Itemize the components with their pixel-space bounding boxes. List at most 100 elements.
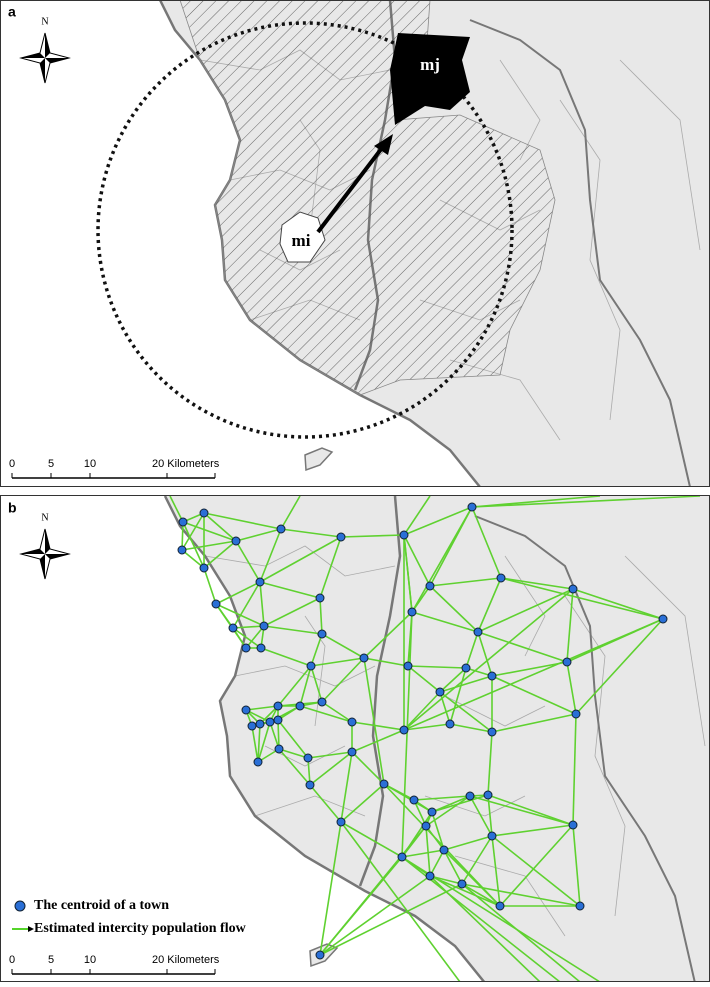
flow-line xyxy=(491,835,581,907)
town-centroid xyxy=(421,821,431,831)
town-centroid xyxy=(315,950,325,960)
town-centroid xyxy=(231,536,241,546)
flow-line xyxy=(425,795,471,827)
flow-line xyxy=(403,534,431,587)
flow-line xyxy=(575,618,664,715)
town-centroid xyxy=(178,517,188,527)
flow-line xyxy=(403,691,441,731)
north-label: N xyxy=(41,16,48,27)
flow-line xyxy=(215,581,261,605)
town-centroid xyxy=(465,791,475,801)
flow-line xyxy=(245,705,279,711)
flow-line xyxy=(259,581,321,599)
flow-line xyxy=(277,719,280,750)
flow-line xyxy=(443,849,463,885)
flow-line xyxy=(203,512,282,530)
flow-line xyxy=(259,536,342,583)
flow-line xyxy=(439,675,493,693)
flow-line xyxy=(321,701,353,723)
flow-line xyxy=(491,835,501,907)
flow-line xyxy=(203,567,217,605)
flow-line xyxy=(407,665,467,669)
town-centroid xyxy=(315,593,325,603)
town-centroid xyxy=(487,671,497,681)
flow-line xyxy=(235,528,282,542)
flow-line xyxy=(429,585,479,633)
flow-line xyxy=(319,821,342,956)
town-centroid xyxy=(305,780,315,790)
flow-line xyxy=(310,657,365,667)
flow-line xyxy=(263,597,321,627)
town-centroid xyxy=(575,901,585,911)
panel-label: a xyxy=(8,4,16,20)
flow-line xyxy=(309,784,342,823)
town-centroid xyxy=(435,687,445,697)
town-centroid xyxy=(255,577,265,587)
flow-line xyxy=(319,825,427,956)
town-centroid xyxy=(274,744,284,754)
scale-label: 20 Kilometers xyxy=(152,458,220,470)
flow-line xyxy=(319,875,431,956)
flow-line xyxy=(182,521,237,542)
flow-line xyxy=(477,577,502,633)
scale-label: 0 xyxy=(9,458,15,470)
flow-line xyxy=(278,748,311,786)
flow-line xyxy=(182,521,205,569)
town-centroid xyxy=(445,719,455,729)
flow-line xyxy=(251,725,259,763)
flow-line xyxy=(401,856,601,982)
flow-line xyxy=(439,667,467,693)
flow-line xyxy=(429,875,541,982)
flow-line xyxy=(411,506,473,613)
town-centroid xyxy=(228,623,238,633)
compass xyxy=(21,529,69,579)
flow-line xyxy=(477,631,493,677)
flow-network xyxy=(169,495,701,982)
scale-label: 10 xyxy=(84,954,96,966)
flow-line xyxy=(232,581,261,629)
flow-line xyxy=(477,588,574,633)
north-label: N xyxy=(41,512,48,523)
town-centroid xyxy=(427,807,437,817)
flow-line xyxy=(439,691,493,733)
flow-line xyxy=(471,506,502,579)
scale-label: 5 xyxy=(48,458,54,470)
scale-label: 20 Kilometers xyxy=(152,954,220,966)
town-centroid xyxy=(399,725,409,735)
flow-line xyxy=(429,577,502,587)
flow-line xyxy=(259,528,282,583)
town-centroid xyxy=(273,701,283,711)
flow-line xyxy=(269,721,280,750)
flow-line xyxy=(429,875,501,907)
town-centroid xyxy=(496,573,506,583)
flow-line xyxy=(572,713,577,826)
flow-line xyxy=(278,748,309,759)
town-centroid xyxy=(409,795,419,805)
region-mi xyxy=(279,211,326,263)
flow-line xyxy=(499,824,574,907)
region-label: mj xyxy=(420,55,440,74)
flow-line xyxy=(351,729,405,753)
town-centroid xyxy=(336,532,346,542)
flow-line xyxy=(407,665,441,693)
flow-line xyxy=(403,618,664,731)
flow-line xyxy=(363,657,409,667)
town-centroid xyxy=(562,657,572,667)
flow-line xyxy=(401,849,445,858)
flow-line xyxy=(181,521,184,551)
town-centroid xyxy=(247,721,257,731)
flow-line xyxy=(461,835,493,885)
panel-b xyxy=(163,495,710,982)
flow-line xyxy=(340,751,353,823)
flow-line xyxy=(260,647,312,667)
flow-line xyxy=(280,495,301,530)
flow-line xyxy=(310,633,323,667)
flow-line xyxy=(461,883,501,907)
arrow xyxy=(316,146,384,234)
town-centroid xyxy=(568,820,578,830)
flow-line xyxy=(169,495,184,523)
flow-line xyxy=(411,585,431,613)
town-centroid xyxy=(379,779,389,789)
flow-line xyxy=(491,675,577,715)
flow-line xyxy=(351,721,405,731)
